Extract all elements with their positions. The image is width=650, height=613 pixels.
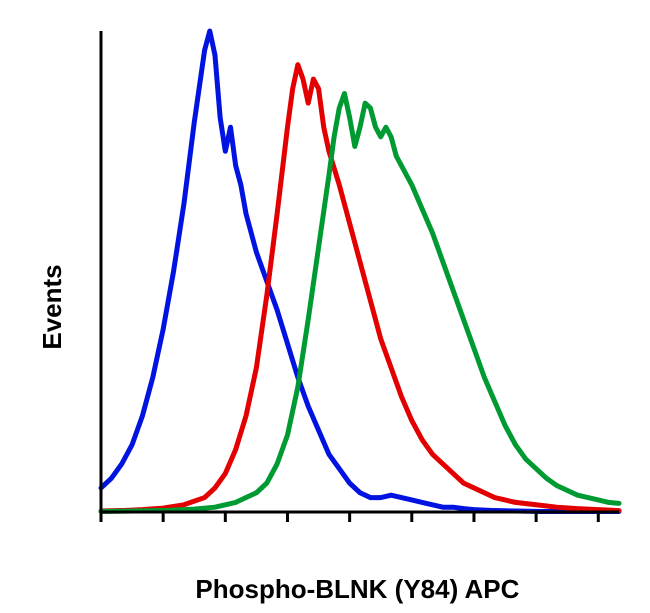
flow-cytometry-chart: Events Phospho-BLNK (Y84) APC	[0, 0, 650, 613]
x-axis-label: Phospho-BLNK (Y84) APC	[195, 574, 519, 605]
histogram-plot	[95, 25, 625, 530]
y-axis-label: Events	[37, 264, 68, 349]
curve-green	[101, 94, 619, 512]
axes	[101, 31, 619, 512]
